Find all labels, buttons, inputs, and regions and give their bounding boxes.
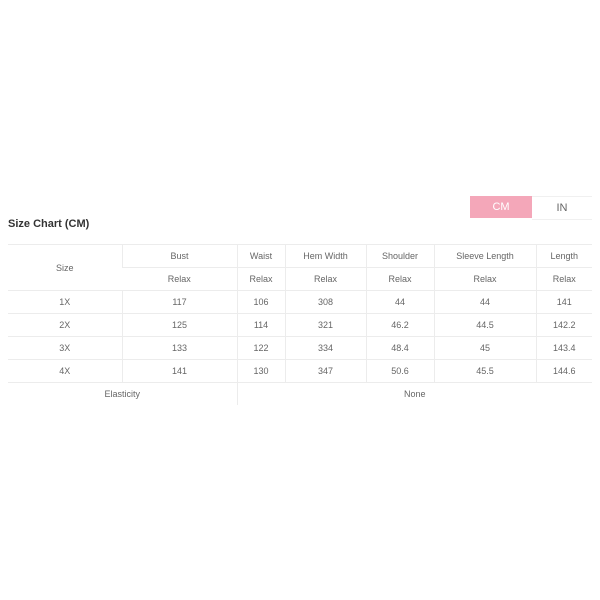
value-cell: 46.2 [365,313,434,337]
subheader-row: Relax Relax Relax Relax Relax Relax [8,267,592,291]
subheader: Relax [122,267,237,291]
value-cell: 50.6 [365,359,434,383]
value-cell: 143.4 [535,336,592,360]
value-cell: 44.5 [433,313,536,337]
column-header: Shoulder [365,244,434,268]
value-cell: 45.5 [433,359,536,383]
value-cell: 334 [284,336,366,360]
value-cell: 44 [365,290,434,314]
subheader: Relax [433,267,536,291]
value-cell: 122 [236,336,285,360]
value-cell: 142.2 [535,313,592,337]
elasticity-label: Elasticity [8,382,237,405]
subheader: Relax [284,267,366,291]
unit-cm-button[interactable]: CM [470,196,532,218]
elasticity-row: Elasticity None [8,382,592,405]
table-row: 3X 133 122 334 48.4 45 143.4 [8,336,592,360]
column-header: Hem Width [284,244,366,268]
value-cell: 144.6 [535,359,592,383]
column-header: Bust [121,244,237,268]
value-cell: 321 [284,313,366,337]
value-cell: 141 [535,290,592,314]
value-cell: 48.4 [365,336,434,360]
elasticity-value: None [236,382,592,405]
column-header: Length [535,244,592,268]
table-row: 2X 125 114 321 46.2 44.5 142.2 [8,313,592,337]
table-row: 1X 117 106 308 44 44 141 [8,290,592,314]
subheader: Relax [365,267,434,291]
value-cell: 44 [433,290,536,314]
value-cell: 133 [121,336,237,360]
value-cell: 125 [121,313,237,337]
subheader: Relax [535,267,592,291]
header-row: Size Bust Waist Hem Width Shoulder Sleev… [8,244,592,291]
size-header: Size [8,244,122,291]
value-cell: 347 [284,359,366,383]
size-cell: 4X [8,359,122,383]
page-title: Size Chart (CM) [8,218,90,230]
size-cell: 3X [8,336,122,360]
column-header: Sleeve Length [433,244,536,268]
column-header: Waist [236,244,285,268]
unit-toggle: CM IN [470,196,592,220]
unit-in-button[interactable]: IN [532,196,592,220]
subheader: Relax [236,267,285,291]
value-cell: 130 [236,359,285,383]
value-cell: 141 [121,359,237,383]
size-chart-table: Size Bust Waist Hem Width Shoulder Sleev… [8,244,592,405]
size-cell: 2X [8,313,122,337]
value-cell: 106 [236,290,285,314]
size-cell: 1X [8,290,122,314]
table-row: 4X 141 130 347 50.6 45.5 144.6 [8,359,592,383]
value-cell: 117 [121,290,237,314]
value-cell: 114 [236,313,285,337]
value-cell: 308 [284,290,366,314]
value-cell: 45 [433,336,536,360]
